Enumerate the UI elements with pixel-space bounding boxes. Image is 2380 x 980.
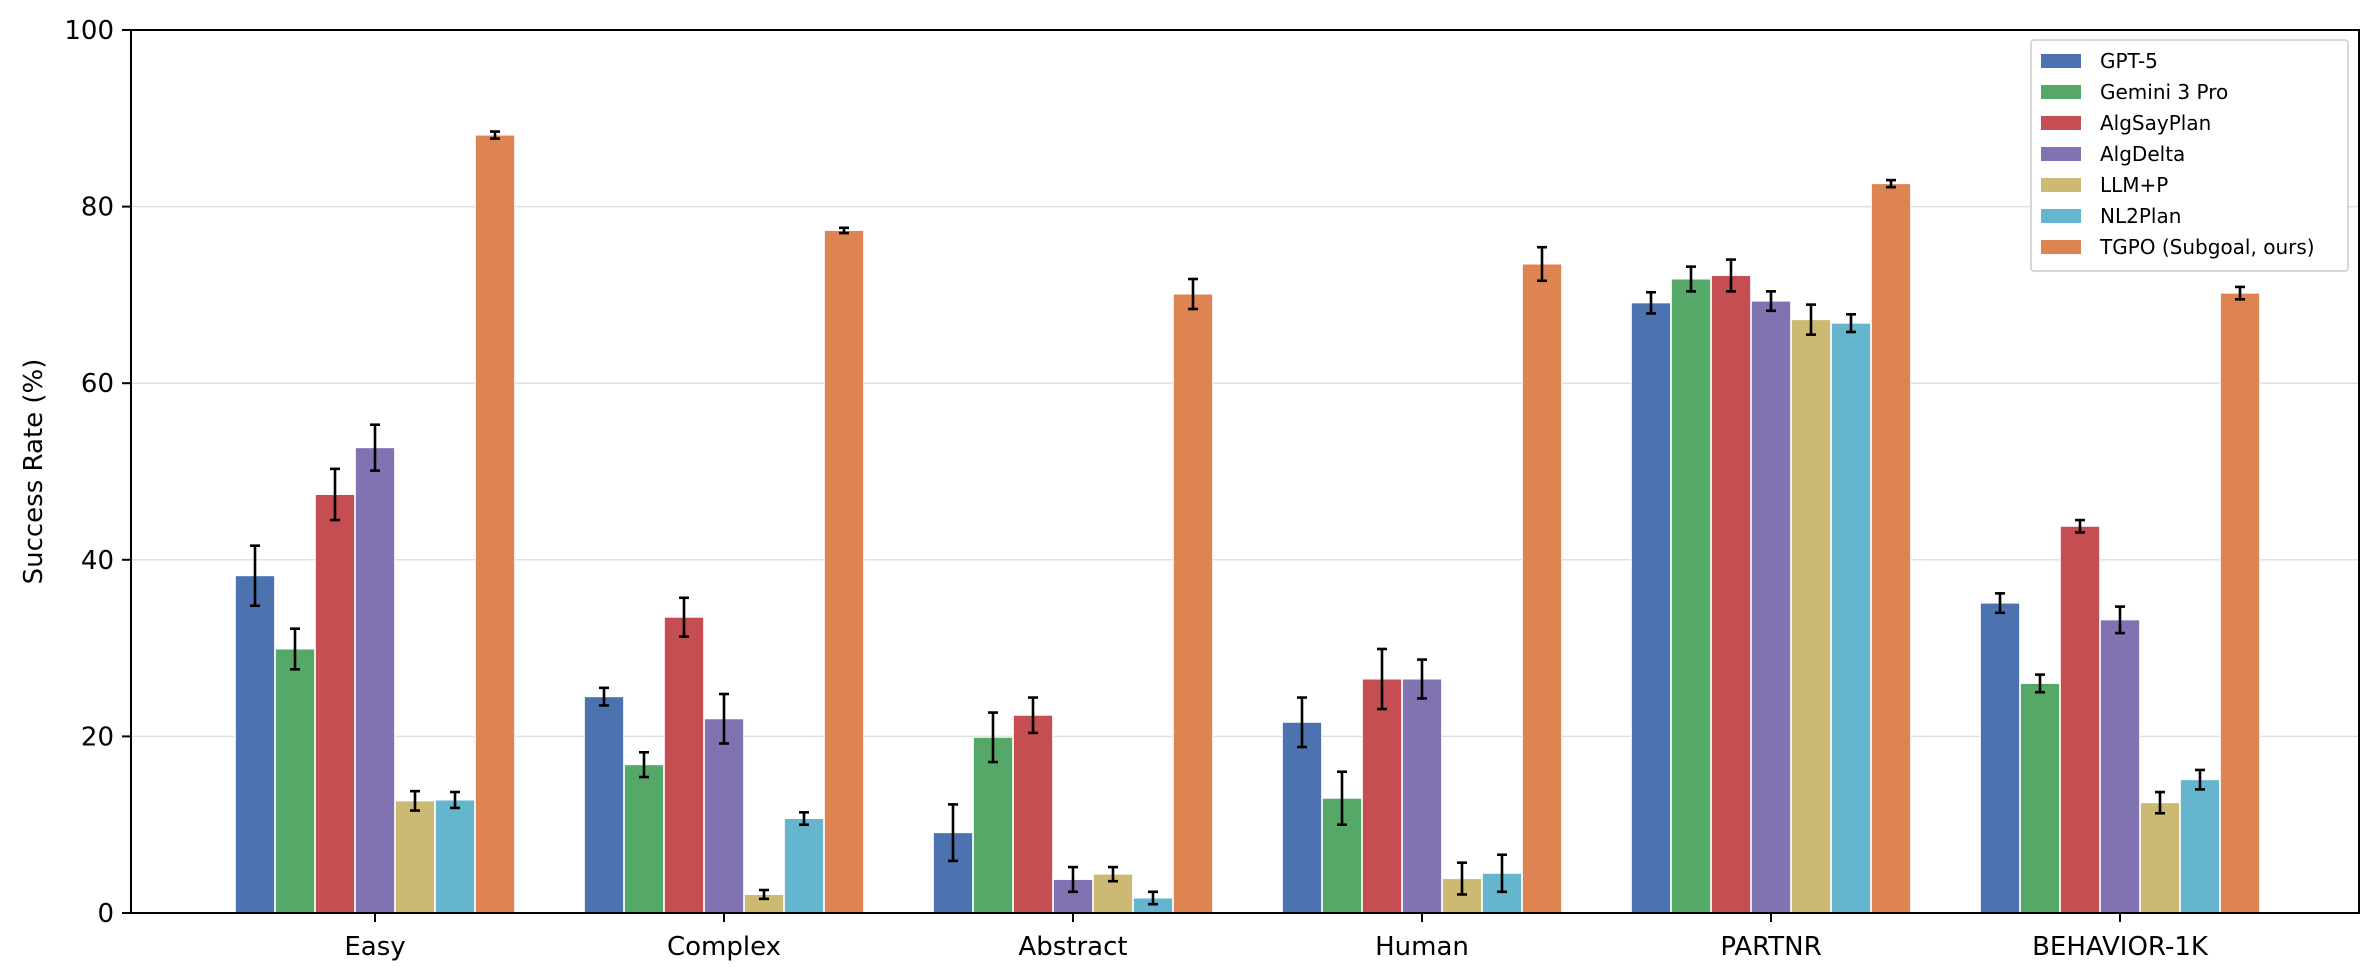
bar — [1012, 714, 1054, 914]
legend-label: AlgDelta — [2100, 142, 2185, 166]
x-tick-label: PARTNR — [1720, 932, 1821, 962]
bar — [2179, 779, 2221, 914]
x-tick-label: Complex — [667, 932, 781, 962]
legend: GPT-5 Gemini 3 Pro AlgSayPlan AlgDelta LLM+P… — [2030, 39, 2349, 272]
bar — [1750, 300, 1792, 914]
y-axis-title: Success Rate (%) — [19, 359, 49, 585]
bar — [1979, 602, 2021, 914]
legend-label: LLM+P — [2100, 173, 2168, 197]
y-tick-label: 100 — [64, 16, 114, 46]
y-tick-label: 40 — [81, 546, 114, 576]
y-tick-label: 20 — [81, 722, 114, 752]
legend-label: NL2Plan — [2100, 204, 2181, 228]
bar — [314, 493, 356, 914]
bar — [1790, 319, 1832, 914]
bar — [2099, 619, 2141, 914]
bar — [2019, 682, 2061, 914]
y-axis-ticks: 0 20 40 60 80 100 — [64, 16, 131, 929]
legend-label: TGPO (Subgoal, ours) — [2099, 235, 2315, 259]
bar — [234, 575, 276, 914]
bar — [623, 764, 665, 914]
legend-swatch — [2041, 85, 2081, 99]
y-tick-label: 60 — [81, 369, 114, 399]
y-tick-label: 80 — [81, 193, 114, 223]
bar — [2139, 802, 2181, 914]
bar — [274, 648, 316, 914]
legend-swatch — [2041, 178, 2081, 192]
gridlines — [131, 205, 2359, 738]
bar — [1401, 678, 1443, 914]
legend-swatch — [2041, 209, 2081, 223]
legend-label: Gemini 3 Pro — [2100, 80, 2228, 104]
bar — [394, 800, 436, 914]
legend-swatch — [2041, 54, 2081, 68]
bar — [663, 616, 705, 914]
bar — [1281, 721, 1323, 914]
bar — [1172, 293, 1214, 914]
x-tick-label: Abstract — [1018, 932, 1127, 962]
bar — [2219, 292, 2261, 914]
bar — [823, 229, 865, 914]
bars — [234, 134, 2261, 914]
y-tick-label: 0 — [97, 899, 114, 929]
bar — [1630, 302, 1672, 914]
bar — [972, 736, 1014, 914]
error-bars — [250, 130, 2245, 906]
bar — [354, 447, 396, 914]
bar — [703, 718, 745, 914]
bar — [1830, 322, 1872, 914]
bar — [1521, 263, 1563, 914]
legend-box — [2030, 39, 2349, 272]
x-axis-ticks: Easy Complex Abstract Human PARTNR BEHAVIOR-1… — [344, 913, 2209, 962]
bar — [1670, 278, 1712, 914]
bar — [434, 799, 476, 914]
bar — [1710, 274, 1752, 914]
bar — [1870, 183, 1912, 914]
legend-swatch — [2041, 116, 2081, 130]
x-tick-label: Human — [1375, 932, 1469, 962]
bar — [783, 818, 825, 914]
legend-label: AlgSayPlan — [2100, 111, 2211, 135]
bar — [583, 696, 625, 914]
plot-frame — [130, 29, 2360, 914]
legend-label: GPT-5 — [2100, 49, 2158, 73]
bar — [2059, 525, 2101, 914]
x-tick-label: Easy — [344, 932, 405, 962]
legend-swatch — [2041, 240, 2081, 254]
x-tick-label: BEHAVIOR-1K — [2032, 932, 2209, 962]
bar — [1361, 678, 1403, 914]
legend-swatch — [2041, 147, 2081, 161]
bar — [474, 134, 516, 914]
